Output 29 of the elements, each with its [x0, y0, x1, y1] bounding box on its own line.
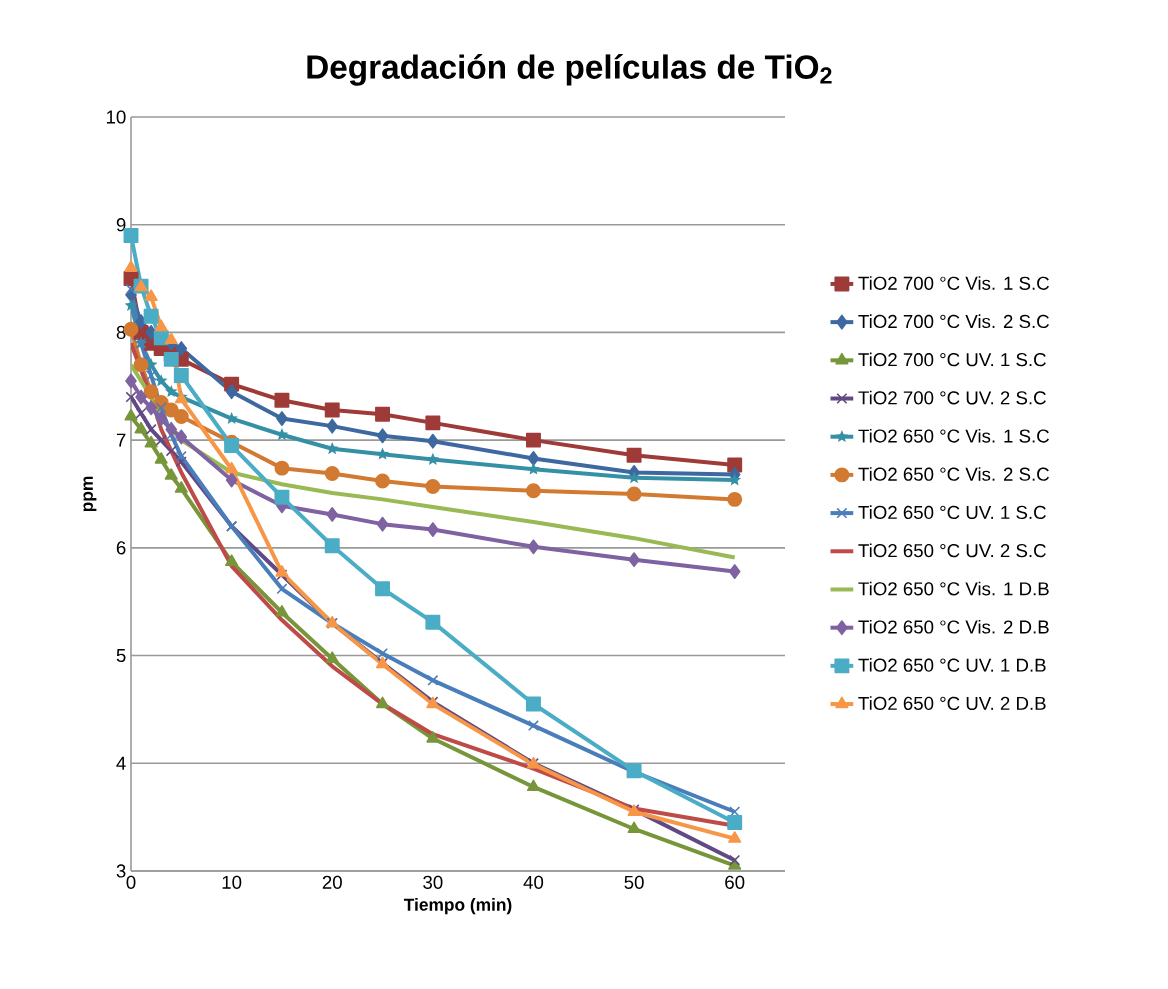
y-tick-label: 9 — [116, 218, 126, 232]
legend-label: TiO2 650 °C Vis. 1 S.C — [858, 428, 1049, 443]
y-tick-label: 7 — [116, 433, 126, 447]
x-axis-title: Tiempo (min) — [403, 898, 512, 915]
x-tick-label: 50 — [624, 875, 644, 889]
legend-label: TiO2 650 °C UV. 2 D.B — [858, 696, 1046, 710]
y-tick-label: 4 — [116, 756, 126, 770]
chart-title: Degradación de películas de TiO$_{2}$ — [307, 54, 832, 86]
legend-label: TiO2 700 °C UV. 1 S.C — [858, 352, 1046, 367]
legend-label: TiO2 650 °C Vis. 1 D.B — [858, 581, 1049, 596]
x-tick-label: 10 — [222, 875, 242, 889]
x-tick-label: 0 — [126, 875, 136, 889]
x-tick-label: 20 — [322, 875, 342, 889]
y-tick-label: 3 — [116, 864, 126, 878]
x-tick-label: 40 — [523, 875, 544, 889]
x-tick-label: 30 — [423, 875, 443, 889]
legend-label: TiO2 700 °C UV. 2 S.C — [858, 390, 1046, 405]
y-axis-title: ppm — [83, 476, 97, 512]
legend-label: TiO2 650 °C UV. 1 S.C — [858, 505, 1046, 520]
legend-label: TiO2 650 °C Vis. 2 D.B — [858, 619, 1049, 634]
x-tick-label: 60 — [725, 875, 745, 889]
legend-label: TiO2 650 °C Vis. 2 S.C — [858, 467, 1049, 481]
legend-label: TiO2 650 °C UV. 2 S.C — [858, 543, 1046, 558]
y-tick-label: 5 — [116, 649, 126, 663]
legend-label: TiO2 700 °C Vis. 2 S.C — [858, 314, 1049, 329]
legend-label: TiO2 650 °C UV. 1 D.B — [858, 658, 1046, 672]
y-tick-label: 10 — [106, 110, 126, 124]
y-tick-label: 6 — [116, 541, 126, 555]
legend-label: TiO2 700 °C Vis. 1 S.C — [858, 276, 1049, 290]
